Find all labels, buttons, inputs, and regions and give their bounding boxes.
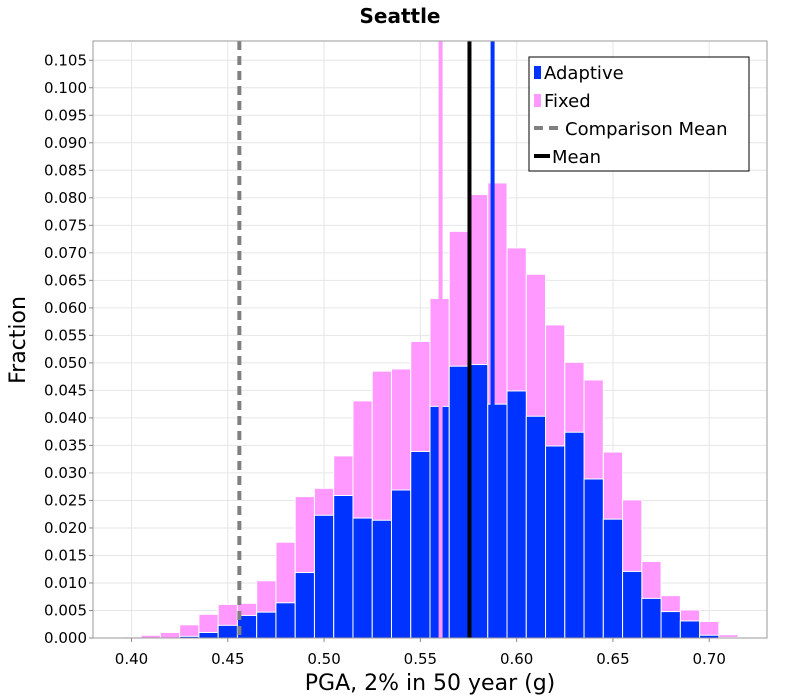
bar-adaptive xyxy=(525,415,547,639)
bar-adaptive xyxy=(313,514,335,639)
bar-adaptive xyxy=(390,489,412,639)
legend-label-fixed: Fixed xyxy=(544,91,591,112)
bar-adaptive xyxy=(545,445,566,639)
legend-label-mean: Mean xyxy=(552,147,601,168)
y-tick-label: 0.105 xyxy=(44,51,87,69)
bar-adaptive xyxy=(448,365,470,639)
legend-label-adaptive: Adaptive xyxy=(544,63,624,84)
bar-adaptive xyxy=(564,431,585,639)
y-tick-label: 0.030 xyxy=(44,464,87,482)
x-tick-label: 0.70 xyxy=(693,650,726,668)
y-tick-label: 0.045 xyxy=(44,381,87,399)
x-tick-label: 0.60 xyxy=(500,650,533,668)
bars xyxy=(121,182,758,639)
y-tick-label: 0.085 xyxy=(44,161,87,179)
y-tick-label: 0.055 xyxy=(44,326,87,344)
y-tick-label: 0.100 xyxy=(44,79,87,97)
mean-lines xyxy=(237,41,495,638)
bar-adaptive xyxy=(198,631,219,639)
bar-adaptive xyxy=(679,620,701,639)
legend-box xyxy=(528,56,750,172)
bar-adaptive xyxy=(660,611,681,639)
y-tick-label: 0.065 xyxy=(44,271,87,289)
y-tick-label: 0.040 xyxy=(44,409,87,427)
y-tick-label: 0.020 xyxy=(44,519,87,537)
bar-adaptive xyxy=(256,611,277,639)
y-tick-label: 0.070 xyxy=(44,244,87,262)
y-tick-label: 0.025 xyxy=(44,491,87,509)
legend-swatch-fixed xyxy=(534,94,541,107)
y-tick-label: 0.000 xyxy=(44,629,87,647)
bar-adaptive xyxy=(217,624,238,639)
bar-adaptive xyxy=(352,517,373,639)
bar-fixed xyxy=(159,631,181,639)
y-tick-label: 0.090 xyxy=(44,134,87,152)
x-tick-label: 0.50 xyxy=(307,650,340,668)
bar-adaptive xyxy=(410,450,431,639)
y-axis-label: Fraction xyxy=(6,296,31,384)
y-tick-label: 0.060 xyxy=(44,299,87,317)
x-tick-label: 0.45 xyxy=(211,650,244,668)
x-axis-label: PGA, 2% in 50 year (g) xyxy=(305,671,556,696)
y-tick-label: 0.005 xyxy=(44,601,87,619)
y-tick-label: 0.075 xyxy=(44,216,87,234)
x-tick-label: 0.40 xyxy=(115,650,148,668)
legend-swatch-adaptive xyxy=(534,66,541,79)
bar-adaptive xyxy=(275,602,296,639)
legend-label-comparison-mean: Comparison Mean xyxy=(565,119,728,140)
y-tick-label: 0.095 xyxy=(44,106,87,124)
y-axis-ticks: 0.000 0.005 0.010 0.015 0.020 0.025 0.030 0.035… xyxy=(44,51,93,647)
y-tick-label: 0.035 xyxy=(44,436,87,454)
y-tick-label: 0.015 xyxy=(44,546,87,564)
x-axis-ticks: 0.40 0.45 0.50 0.55 0.60 0.65 0.70 xyxy=(115,638,726,668)
y-tick-label: 0.080 xyxy=(44,189,87,207)
bar-adaptive xyxy=(583,478,604,639)
y-tick-label: 0.010 xyxy=(44,574,87,592)
bar-adaptive xyxy=(333,494,354,639)
legend: Adaptive Fixed Comparison Mean Mean xyxy=(528,56,750,172)
plot-frame xyxy=(92,40,768,639)
bar-adaptive xyxy=(506,390,527,639)
bar-adaptive xyxy=(294,572,315,639)
chart-title: Seattle xyxy=(359,4,440,28)
bar-adaptive xyxy=(622,570,643,639)
x-tick-label: 0.55 xyxy=(404,650,437,668)
bar-adaptive xyxy=(641,597,662,639)
y-tick-label: 0.050 xyxy=(44,354,87,372)
bar-adaptive xyxy=(602,518,624,639)
bar-adaptive xyxy=(371,519,392,639)
x-tick-label: 0.65 xyxy=(596,650,629,668)
